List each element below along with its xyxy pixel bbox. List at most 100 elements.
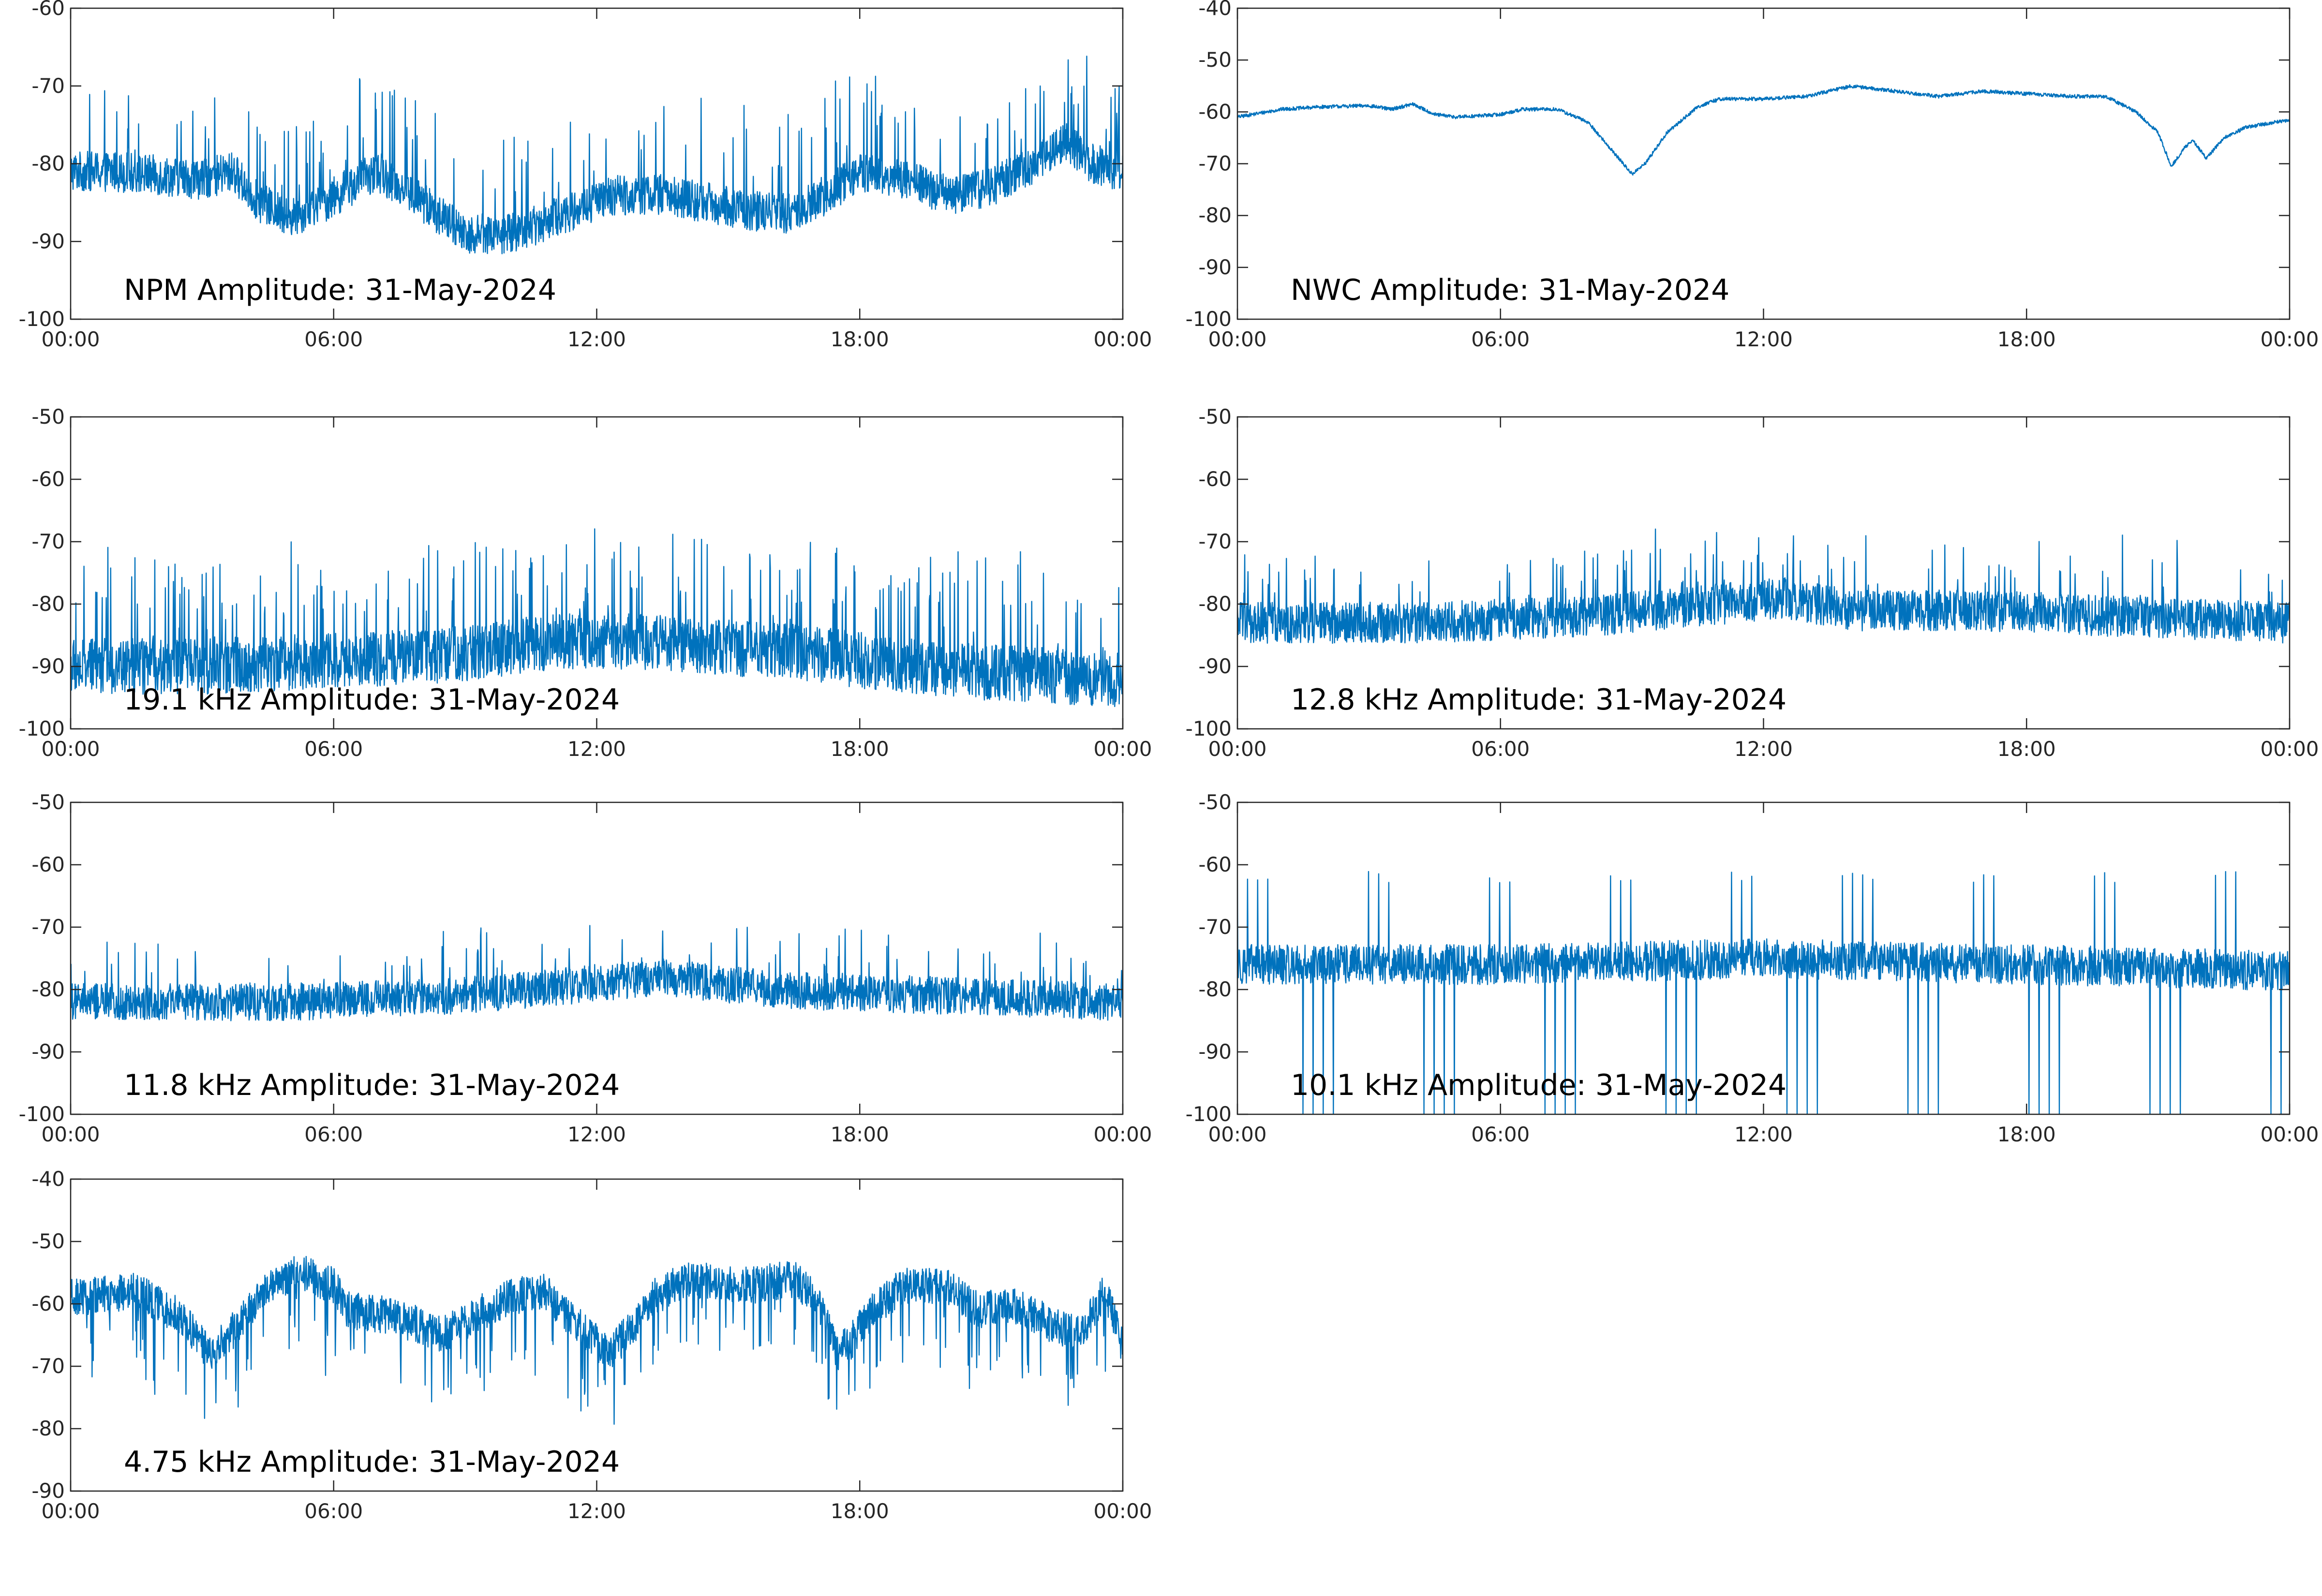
x-tick-label: 00:00 — [1208, 327, 1266, 351]
y-tick-label: -50 — [1198, 790, 1232, 814]
chart-panel-4: -100 -90 -80 -70 -60 -50 00:00 06:00 12:00 18:00 0… — [1186, 405, 2319, 761]
x-tick-label: 00:00 — [2260, 327, 2319, 351]
y-tick-label: -80 — [1198, 977, 1232, 1001]
x-tick-label: 12:00 — [1734, 737, 1793, 761]
x-tick-label: 00:00 — [1208, 737, 1266, 761]
x-tick-label: 06:00 — [1471, 327, 1530, 351]
y-tick-label: -100 — [1186, 307, 1232, 331]
x-tick-label: 18:00 — [1997, 327, 2056, 351]
panel-annotation: NWC Amplitude: 31-May-2024 — [1291, 273, 1729, 307]
x-tick-label: 00:00 — [1208, 1123, 1266, 1146]
y-tick-label: -90 — [31, 1040, 65, 1064]
x-tick-label: 18:00 — [1997, 1123, 2056, 1146]
y-tick-label: -60 — [1198, 100, 1232, 123]
x-tick-label: 00:00 — [1093, 1123, 1152, 1146]
y-tick-label: -90 — [31, 654, 65, 678]
series-line — [1237, 528, 2290, 644]
panel-annotation: 10.1 kHz Amplitude: 31-May-2024 — [1291, 1068, 1786, 1102]
x-tick-label: 12:00 — [1734, 1123, 1793, 1146]
y-tick-label: -100 — [19, 1102, 65, 1126]
y-tick-label: -80 — [1198, 204, 1232, 227]
y-tick-label: -70 — [31, 74, 65, 98]
chart-panel-7: -90 -80 -70 -60 -50 -40 00:00 06:00 12:00 18:00 00… — [31, 1167, 1152, 1523]
x-tick-label: 18:00 — [831, 1499, 889, 1523]
x-tick-label: 06:00 — [304, 1499, 363, 1523]
x-tick-label: 12:00 — [567, 1123, 626, 1146]
x-tick-label: 18:00 — [831, 737, 889, 761]
x-tick-label: 00:00 — [1093, 1499, 1152, 1523]
panel-annotation: 4.75 kHz Amplitude: 31-May-2024 — [124, 1445, 620, 1479]
y-tick-label: -50 — [31, 1229, 65, 1253]
chart-panel-1: -100 -90 -80 -70 -60 00:00 06:00 12:00 18:00 00:0… — [19, 0, 1152, 351]
x-tick-label: 00:00 — [2260, 737, 2319, 761]
y-tick-label: -50 — [31, 790, 65, 814]
panel-annotation: NPM Amplitude: 31-May-2024 — [124, 273, 556, 307]
y-tick-label: -60 — [1198, 853, 1232, 876]
plot-frame — [1236, 416, 2291, 730]
y-tick-label: -90 — [31, 1479, 65, 1503]
y-tick-label: -60 — [1198, 467, 1232, 491]
x-tick-label: 00:00 — [2260, 1123, 2319, 1146]
x-tick-label: 00:00 — [41, 1123, 100, 1146]
x-tick-label: 06:00 — [1471, 1123, 1530, 1146]
y-tick-label: -80 — [31, 592, 65, 616]
series-line — [71, 925, 1123, 1021]
y-tick-label: -90 — [1198, 654, 1232, 678]
y-tick-label: -100 — [1186, 717, 1232, 740]
y-tick-label: -40 — [1198, 0, 1232, 20]
x-tick-label: 18:00 — [831, 1123, 889, 1146]
series-line — [71, 1256, 1123, 1425]
x-tick-label: 00:00 — [1093, 737, 1152, 761]
x-tick-label: 12:00 — [567, 737, 626, 761]
x-tick-label: 06:00 — [1471, 737, 1530, 761]
series-line — [1237, 871, 2290, 1114]
x-tick-label: 00:00 — [41, 737, 100, 761]
x-tick-label: 06:00 — [304, 1123, 363, 1146]
x-tick-label: 06:00 — [304, 737, 363, 761]
y-tick-label: -80 — [31, 977, 65, 1001]
y-tick-label: -60 — [31, 467, 65, 491]
y-tick-label: -80 — [31, 1417, 65, 1440]
y-tick-label: -70 — [31, 915, 65, 939]
y-tick-label: -70 — [1198, 152, 1232, 176]
y-tick-label: -50 — [1198, 48, 1232, 72]
plot-frame — [70, 801, 1124, 1115]
chart-panel-3: -100 -90 -80 -70 -60 -50 00:00 06:00 12:00 18:00 0… — [19, 405, 1152, 761]
x-tick-label: 06:00 — [304, 327, 363, 351]
x-tick-label: 00:00 — [41, 1499, 100, 1523]
x-tick-label: 00:00 — [1093, 327, 1152, 351]
panel-annotation: 11.8 kHz Amplitude: 31-May-2024 — [124, 1068, 620, 1102]
y-tick-label: -40 — [31, 1167, 65, 1191]
x-tick-label: 12:00 — [567, 1499, 626, 1523]
y-tick-label: -90 — [31, 229, 65, 253]
y-tick-label: -60 — [31, 0, 65, 20]
chart-panel-6: -100 -90 -80 -70 -60 -50 00:00 06:00 12:00 18:00 0… — [1186, 790, 2319, 1146]
x-tick-label: 12:00 — [567, 327, 626, 351]
series-line — [71, 56, 1123, 254]
y-tick-label: -90 — [1198, 255, 1232, 279]
y-tick-label: -50 — [1198, 405, 1232, 429]
y-tick-label: -70 — [1198, 530, 1232, 553]
y-tick-label: -100 — [19, 717, 65, 740]
y-tick-label: -100 — [1186, 1102, 1232, 1126]
x-tick-label: 00:00 — [41, 327, 100, 351]
chart-panel-2: -100 -90 -80 -70 -60 -50 -40 00:00 06:00 12:00 18:… — [1186, 0, 2319, 351]
y-tick-label: -60 — [31, 1292, 65, 1315]
y-tick-label: -80 — [1198, 592, 1232, 616]
panel-annotation: 19.1 kHz Amplitude: 31-May-2024 — [124, 683, 620, 717]
y-tick-label: -60 — [31, 853, 65, 876]
x-tick-label: 12:00 — [1734, 327, 1793, 351]
y-tick-label: -70 — [31, 530, 65, 553]
y-tick-label: -70 — [31, 1354, 65, 1378]
chart-panel-5: -100 -90 -80 -70 -60 -50 00:00 06:00 12:00 18:00 0… — [19, 790, 1152, 1146]
panel-annotation: 12.8 kHz Amplitude: 31-May-2024 — [1291, 683, 1786, 717]
series-line — [1237, 84, 2290, 176]
y-tick-label: -90 — [1198, 1040, 1232, 1064]
x-tick-label: 18:00 — [831, 327, 889, 351]
series-line — [71, 528, 1123, 707]
y-tick-label: -50 — [31, 405, 65, 429]
x-tick-label: 18:00 — [1997, 737, 2056, 761]
plot-frame — [1236, 7, 2291, 320]
y-tick-label: -70 — [1198, 915, 1232, 939]
